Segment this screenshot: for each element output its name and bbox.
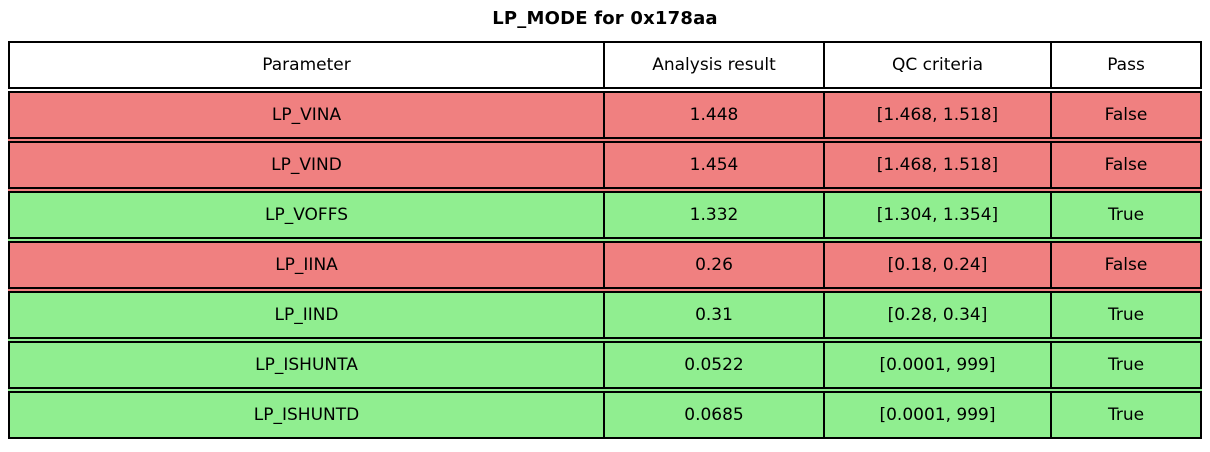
qc-results-table: Parameter Analysis result QC criteria Pa… (8, 41, 1202, 439)
table-row: LP_VINA 1.448 [1.468, 1.518] False (8, 91, 1202, 141)
cell-qc-criteria: [0.0001, 999] (825, 391, 1052, 439)
table-row: LP_IINA 0.26 [0.18, 0.24] False (8, 241, 1202, 291)
cell-parameter: LP_VOFFS (8, 191, 605, 239)
cell-qc-criteria: [0.18, 0.24] (825, 241, 1052, 289)
cell-qc-criteria: [0.0001, 999] (825, 341, 1052, 389)
table-row: LP_ISHUNTA 0.0522 [0.0001, 999] True (8, 341, 1202, 391)
cell-pass: False (1052, 141, 1202, 189)
cell-parameter: LP_ISHUNTD (8, 391, 605, 439)
cell-parameter: LP_ISHUNTA (8, 341, 605, 389)
cell-analysis-result: 1.332 (605, 191, 825, 239)
column-header-pass: Pass (1052, 41, 1202, 89)
cell-analysis-result: 0.0685 (605, 391, 825, 439)
table-title: LP_MODE for 0x178aa (492, 8, 718, 29)
cell-parameter: LP_VINA (8, 91, 605, 139)
cell-pass: False (1052, 91, 1202, 139)
cell-analysis-result: 0.26 (605, 241, 825, 289)
cell-qc-criteria: [1.468, 1.518] (825, 91, 1052, 139)
cell-pass: True (1052, 191, 1202, 239)
column-header-analysis-result: Analysis result (605, 41, 825, 89)
cell-pass: True (1052, 391, 1202, 439)
table-row: LP_VIND 1.454 [1.468, 1.518] False (8, 141, 1202, 191)
column-header-qc-criteria: QC criteria (825, 41, 1052, 89)
table-row: LP_ISHUNTD 0.0685 [0.0001, 999] True (8, 391, 1202, 439)
cell-parameter: LP_IIND (8, 291, 605, 339)
cell-pass: False (1052, 241, 1202, 289)
cell-pass: True (1052, 341, 1202, 389)
column-header-parameter: Parameter (8, 41, 605, 89)
cell-parameter: LP_IINA (8, 241, 605, 289)
table-row: LP_IIND 0.31 [0.28, 0.34] True (8, 291, 1202, 341)
table-header-row: Parameter Analysis result QC criteria Pa… (8, 41, 1202, 91)
cell-analysis-result: 1.448 (605, 91, 825, 139)
cell-pass: True (1052, 291, 1202, 339)
table-row: LP_VOFFS 1.332 [1.304, 1.354] True (8, 191, 1202, 241)
cell-qc-criteria: [1.304, 1.354] (825, 191, 1052, 239)
cell-qc-criteria: [1.468, 1.518] (825, 141, 1052, 189)
cell-analysis-result: 0.0522 (605, 341, 825, 389)
cell-qc-criteria: [0.28, 0.34] (825, 291, 1052, 339)
cell-parameter: LP_VIND (8, 141, 605, 189)
qc-table-figure: LP_MODE for 0x178aa Parameter Analysis r… (8, 8, 1202, 439)
cell-analysis-result: 1.454 (605, 141, 825, 189)
cell-analysis-result: 0.31 (605, 291, 825, 339)
